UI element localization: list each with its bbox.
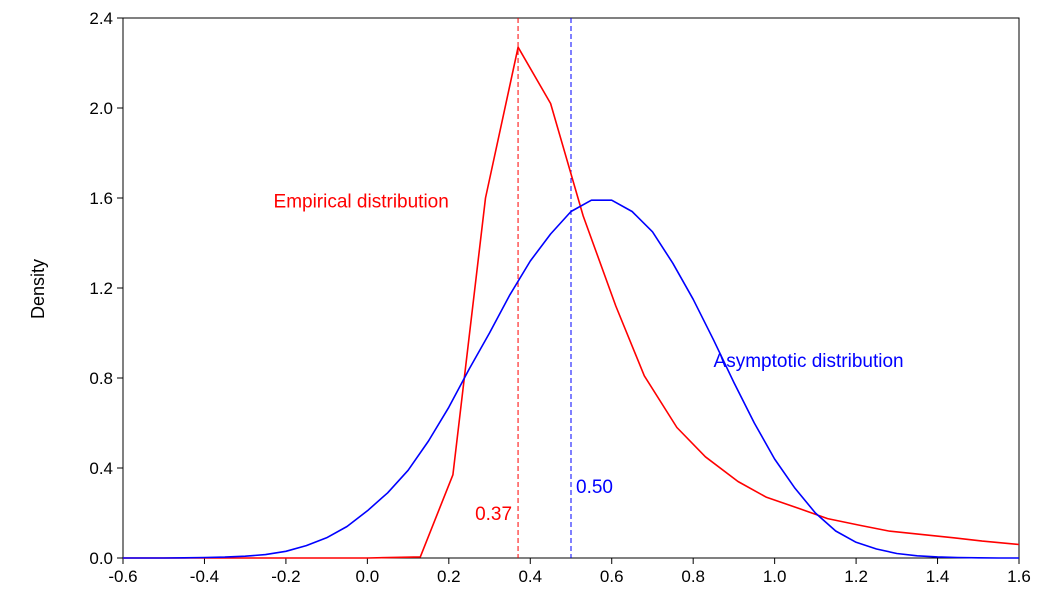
x-tick-label: 1.0	[763, 567, 787, 586]
x-tick-label: 0.8	[681, 567, 705, 586]
y-tick-label: 1.6	[89, 189, 113, 208]
x-tick-label: 0.4	[518, 567, 542, 586]
y-tick-label: 0.8	[89, 369, 113, 388]
reference-label-asymptotic: 0.50	[576, 477, 613, 498]
y-axis-title: Density	[28, 259, 48, 319]
x-tick-label: 1.6	[1007, 567, 1031, 586]
y-tick-label: 2.4	[89, 9, 113, 28]
x-tick-label: 1.4	[926, 567, 950, 586]
x-tick-label: -0.2	[271, 567, 300, 586]
empirical-distribution-line	[123, 46, 1020, 559]
y-tick-label: 0.4	[89, 459, 113, 478]
empirical-distribution-label: Empirical distribution	[274, 191, 449, 212]
x-tick-label: -0.4	[190, 567, 219, 586]
x-tick-label: -0.6	[108, 567, 137, 586]
y-tick-label: 2.0	[89, 99, 113, 118]
y-tick-label: 0.0	[89, 549, 113, 568]
asymptotic-distribution-label: Asymptotic distribution	[714, 351, 904, 372]
plot-area: -0.6 -0.4 -0.2 0.0 0.2 0.4 0.6 0.8 1.0 1.2 1.4 1.6 0…	[89, 9, 1030, 586]
reference-label-empirical: 0.37	[475, 504, 512, 525]
asymptotic-distribution-line	[123, 199, 1019, 559]
x-tick-label: 0.0	[356, 567, 380, 586]
x-tick-label: 1.2	[844, 567, 868, 586]
x-tick-label: 0.2	[437, 567, 461, 586]
x-tick-label: 0.6	[600, 567, 624, 586]
y-tick-label: 1.2	[89, 279, 113, 298]
